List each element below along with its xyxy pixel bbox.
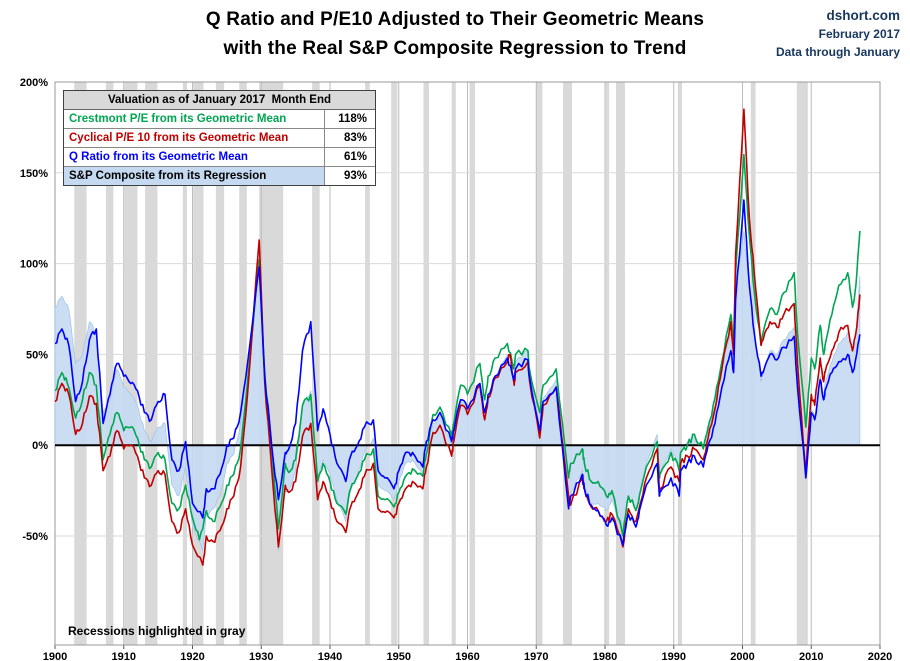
x-tick-label: 1910 bbox=[112, 651, 136, 661]
y-tick-label: 50% bbox=[26, 349, 48, 361]
legend-row-sp-composite: S&P Composite from its Regression 93% bbox=[64, 167, 375, 185]
y-tick-label: 0% bbox=[32, 440, 48, 452]
recession-band bbox=[423, 82, 429, 645]
crestmont-pe-line bbox=[54, 153, 861, 541]
y-tick-label: 200% bbox=[20, 77, 48, 89]
recession-note: Recessions highlighted in gray bbox=[68, 624, 246, 638]
recession-band bbox=[616, 82, 625, 645]
recession-band bbox=[182, 82, 187, 645]
y-tick-label: 100% bbox=[20, 259, 48, 271]
x-tick-label: 1990 bbox=[662, 651, 686, 661]
sp-composite-area bbox=[54, 230, 861, 551]
source-site: dshort.com bbox=[826, 8, 900, 23]
recession-band bbox=[796, 82, 808, 645]
legend: Valuation as of January 2017 Month End C… bbox=[63, 90, 376, 186]
legend-value-pe10: 83% bbox=[324, 129, 375, 147]
legend-label-sp-composite: S&P Composite from its Regression bbox=[64, 167, 324, 185]
chart-title-line1: Q Ratio and P/E10 Adjusted to Their Geom… bbox=[205, 9, 705, 30]
source-block: dshort.com February 2017 Data through Ja… bbox=[776, 8, 900, 59]
chart-title-line2: with the Real S&P Composite Regression t… bbox=[223, 38, 687, 59]
x-tick-label: 1930 bbox=[249, 651, 273, 661]
legend-row-qratio: Q Ratio from its Geometric Mean 61% bbox=[64, 148, 375, 167]
recession-band bbox=[105, 82, 114, 645]
x-tick-label: 1980 bbox=[593, 651, 617, 661]
recession-band bbox=[563, 82, 572, 645]
source-date: February 2017 bbox=[818, 27, 900, 41]
recession-band bbox=[391, 82, 398, 645]
recession-band bbox=[605, 82, 610, 645]
x-tick-label: 1950 bbox=[387, 651, 411, 661]
legend-row-crestmont: Crestmont P/E from its Geometric Mean 11… bbox=[64, 110, 375, 129]
x-tick-label: 2010 bbox=[799, 651, 823, 661]
x-tick-label: 1920 bbox=[180, 651, 204, 661]
y-tick-label: -50% bbox=[22, 531, 48, 543]
legend-label-pe10: Cyclical P/E 10 from its Geometric Mean bbox=[64, 129, 324, 147]
q-ratio-line bbox=[54, 199, 861, 546]
x-tick-label: 1970 bbox=[524, 651, 548, 661]
x-tick-label: 1900 bbox=[43, 651, 67, 661]
recession-band bbox=[124, 82, 138, 645]
source-data-note: Data through January bbox=[775, 45, 900, 59]
recession-band bbox=[312, 82, 320, 645]
legend-row-pe10: Cyclical P/E 10 from its Geometric Mean … bbox=[64, 129, 375, 148]
recession-band bbox=[145, 82, 158, 645]
recession-band bbox=[451, 82, 456, 645]
x-tick-label: 1940 bbox=[318, 651, 342, 661]
x-tick-label: 1960 bbox=[455, 651, 479, 661]
recession-band bbox=[677, 82, 682, 645]
legend-label-qratio: Q Ratio from its Geometric Mean bbox=[64, 148, 324, 166]
legend-value-crestmont: 118% bbox=[324, 110, 375, 128]
recession-band bbox=[536, 82, 543, 645]
legend-title: Valuation as of January 2017 Month End bbox=[64, 91, 375, 110]
recession-band bbox=[469, 82, 476, 645]
legend-label-crestmont: Crestmont P/E from its Geometric Mean bbox=[64, 110, 324, 128]
recession-band bbox=[239, 82, 247, 645]
x-tick-label: 2020 bbox=[868, 651, 892, 661]
legend-value-sp-composite: 93% bbox=[324, 167, 375, 185]
y-tick-label: 150% bbox=[20, 168, 48, 180]
chart-plot: 1900 1910 1920 1930 1940 1950 1960 1970 1980 1990… bbox=[20, 77, 892, 661]
recession-band bbox=[193, 82, 204, 645]
recession-band bbox=[365, 82, 370, 645]
legend-value-qratio: 61% bbox=[324, 148, 375, 166]
x-tick-label: 2000 bbox=[730, 651, 754, 661]
recession-band bbox=[215, 82, 225, 645]
